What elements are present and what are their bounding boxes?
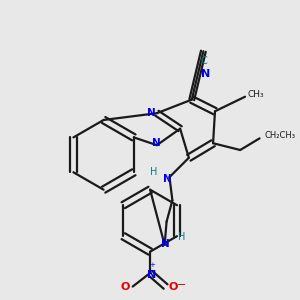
Text: +: +: [149, 262, 155, 268]
Text: CH₂CH₃: CH₂CH₃: [264, 131, 296, 140]
Text: −: −: [176, 280, 186, 290]
Text: CH₃: CH₃: [248, 90, 265, 99]
Text: O: O: [169, 282, 178, 292]
Text: N: N: [163, 174, 172, 184]
Text: N: N: [147, 270, 157, 280]
Text: N: N: [152, 138, 160, 148]
Text: O: O: [120, 282, 130, 292]
Text: H: H: [178, 232, 186, 242]
Text: N: N: [161, 239, 170, 249]
Text: H: H: [150, 167, 158, 177]
Text: N: N: [147, 108, 155, 118]
Text: N: N: [201, 70, 210, 80]
Text: C: C: [201, 56, 208, 66]
